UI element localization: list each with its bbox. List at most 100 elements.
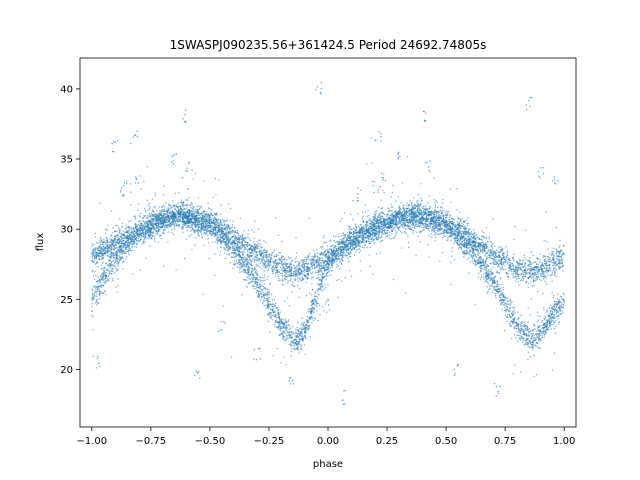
data-point [294, 275, 297, 278]
data-point [521, 272, 523, 275]
data-point [266, 254, 269, 257]
data-point [320, 261, 322, 264]
data-point [515, 268, 518, 271]
data-point [344, 254, 346, 257]
data-point [97, 262, 99, 264]
data-point [125, 229, 128, 231]
data-point [519, 266, 521, 269]
data-point [116, 230, 118, 232]
data-point [480, 241, 483, 244]
data-point [499, 267, 502, 269]
data-point [206, 215, 209, 218]
data-point [481, 230, 483, 232]
data-point [478, 238, 480, 240]
data-point [280, 272, 282, 274]
data-point [230, 227, 232, 229]
data-point [301, 259, 303, 261]
data-point [544, 280, 546, 283]
data-point [379, 226, 382, 228]
data-point [453, 259, 455, 261]
data-point [313, 252, 316, 255]
data-point [227, 232, 229, 235]
data-point [296, 266, 298, 268]
data-point [420, 197, 422, 200]
data-point [486, 241, 489, 243]
data-point [250, 251, 253, 254]
data-point [119, 232, 121, 234]
data-point [457, 218, 459, 220]
data-point [495, 249, 498, 251]
data-point [159, 210, 161, 212]
data-point [117, 240, 119, 242]
data-point [283, 258, 285, 261]
data-point [546, 260, 548, 263]
data-point [142, 239, 145, 241]
data-point [549, 274, 551, 277]
data-point [551, 273, 554, 276]
data-point [553, 311, 556, 313]
data-point [406, 215, 409, 217]
data-point [529, 261, 532, 264]
data-point [243, 248, 246, 251]
data-point [349, 250, 351, 252]
data-point [253, 259, 256, 261]
data-point [316, 264, 318, 266]
data-point [532, 254, 534, 257]
data-point [236, 242, 238, 245]
data-point [113, 245, 115, 247]
data-point [219, 235, 221, 237]
data-point [94, 263, 97, 265]
data-point [264, 260, 266, 263]
data-point [312, 276, 315, 278]
data-point [303, 259, 306, 261]
data-point [511, 263, 514, 265]
data-point [262, 255, 265, 257]
data-point [501, 263, 503, 266]
data-point [271, 257, 273, 260]
data-point [536, 273, 538, 275]
data-point [369, 217, 371, 220]
data-point [543, 255, 545, 258]
data-point [191, 209, 193, 212]
data-point [458, 221, 461, 223]
data-point [171, 228, 173, 231]
data-point [177, 216, 180, 218]
data-point [264, 262, 267, 265]
data-point [257, 228, 260, 230]
data-point [456, 221, 458, 223]
data-point [309, 268, 311, 271]
data-point [117, 242, 120, 244]
data-point [222, 224, 224, 227]
data-point [475, 240, 477, 243]
data-point [117, 227, 120, 229]
data-point [190, 234, 192, 236]
data-point [537, 290, 539, 293]
data-point [103, 246, 105, 248]
data-point [524, 264, 526, 266]
data-point [192, 178, 194, 180]
data-point [225, 225, 227, 228]
data-point [269, 261, 272, 264]
data-point [293, 267, 296, 270]
data-point [187, 208, 189, 211]
data-point [114, 230, 116, 232]
data-point [492, 218, 494, 220]
data-point [259, 262, 262, 265]
data-point [517, 262, 520, 265]
data-point [246, 254, 248, 256]
data-point [552, 259, 554, 262]
data-point [517, 281, 520, 283]
data-point [104, 243, 107, 246]
data-point [321, 271, 323, 273]
data-point [493, 263, 495, 265]
data-point [428, 205, 431, 207]
data-point [108, 241, 110, 244]
data-point [488, 253, 491, 256]
data-point [457, 216, 459, 219]
data-point [500, 246, 502, 248]
data-point [117, 278, 119, 280]
data-point [277, 254, 279, 256]
data-point [98, 240, 101, 243]
data-point [211, 228, 213, 230]
data-point [265, 267, 268, 269]
